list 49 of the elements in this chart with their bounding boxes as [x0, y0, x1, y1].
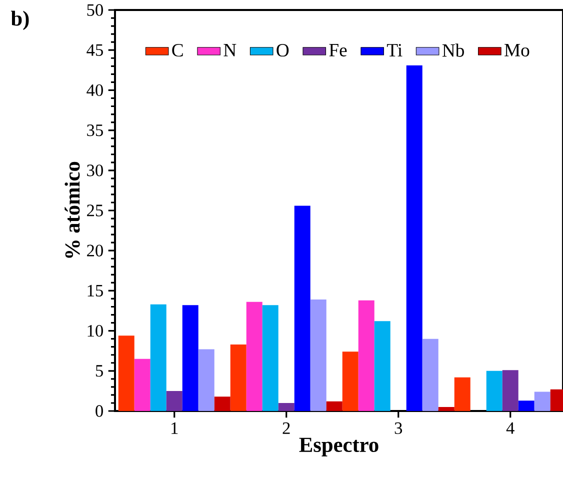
legend-label: Ti	[386, 44, 402, 56]
bar	[262, 305, 278, 412]
legend-label: N	[224, 44, 236, 56]
bar	[438, 407, 454, 412]
bar	[326, 401, 342, 412]
y-tick-label: 0	[96, 405, 103, 417]
bar	[134, 358, 150, 412]
bar	[342, 352, 358, 412]
x-tick-label: 2	[282, 422, 290, 434]
legend-label: Nb	[442, 44, 464, 57]
bar	[422, 338, 438, 412]
bar	[502, 370, 518, 412]
legend-label: C	[172, 44, 183, 57]
legend-label: Mo	[504, 44, 530, 56]
y-tick-label: 35	[87, 124, 103, 136]
text: b)	[10, 10, 29, 30]
bar	[310, 300, 326, 412]
bar	[486, 370, 502, 412]
y-tick-label: 20	[87, 244, 103, 256]
y-axis-title: % atómico	[64, 162, 80, 258]
x-tick-label: 1	[172, 422, 178, 434]
bar	[406, 65, 422, 412]
x-axis-title: Espectro	[299, 438, 378, 456]
y-tick-label: 50	[87, 4, 103, 16]
bar	[374, 321, 390, 412]
x-tick-label: 3	[394, 422, 402, 434]
bar	[230, 344, 246, 412]
y-tick-label: 5	[96, 365, 103, 377]
bar	[182, 305, 198, 412]
y-tick-label: 40	[86, 84, 103, 96]
bar	[246, 302, 262, 412]
legend-label: O	[276, 44, 289, 57]
legend-label: Fe	[329, 44, 347, 56]
bar	[278, 402, 294, 412]
bar	[150, 304, 166, 412]
bar	[166, 390, 182, 412]
y-tick-label: 15	[88, 284, 103, 297]
bar	[454, 377, 470, 412]
bar	[294, 206, 310, 412]
bar	[518, 400, 534, 412]
bar	[118, 336, 134, 412]
y-tick-label: 45	[86, 44, 103, 56]
x-tick-label: 4	[506, 422, 514, 434]
bar	[198, 349, 214, 412]
bar	[358, 300, 374, 412]
y-tick-label: 30	[87, 164, 103, 176]
y-tick-label: 25	[87, 204, 103, 216]
y-tick-label: 10	[88, 324, 103, 337]
bar	[214, 396, 230, 412]
